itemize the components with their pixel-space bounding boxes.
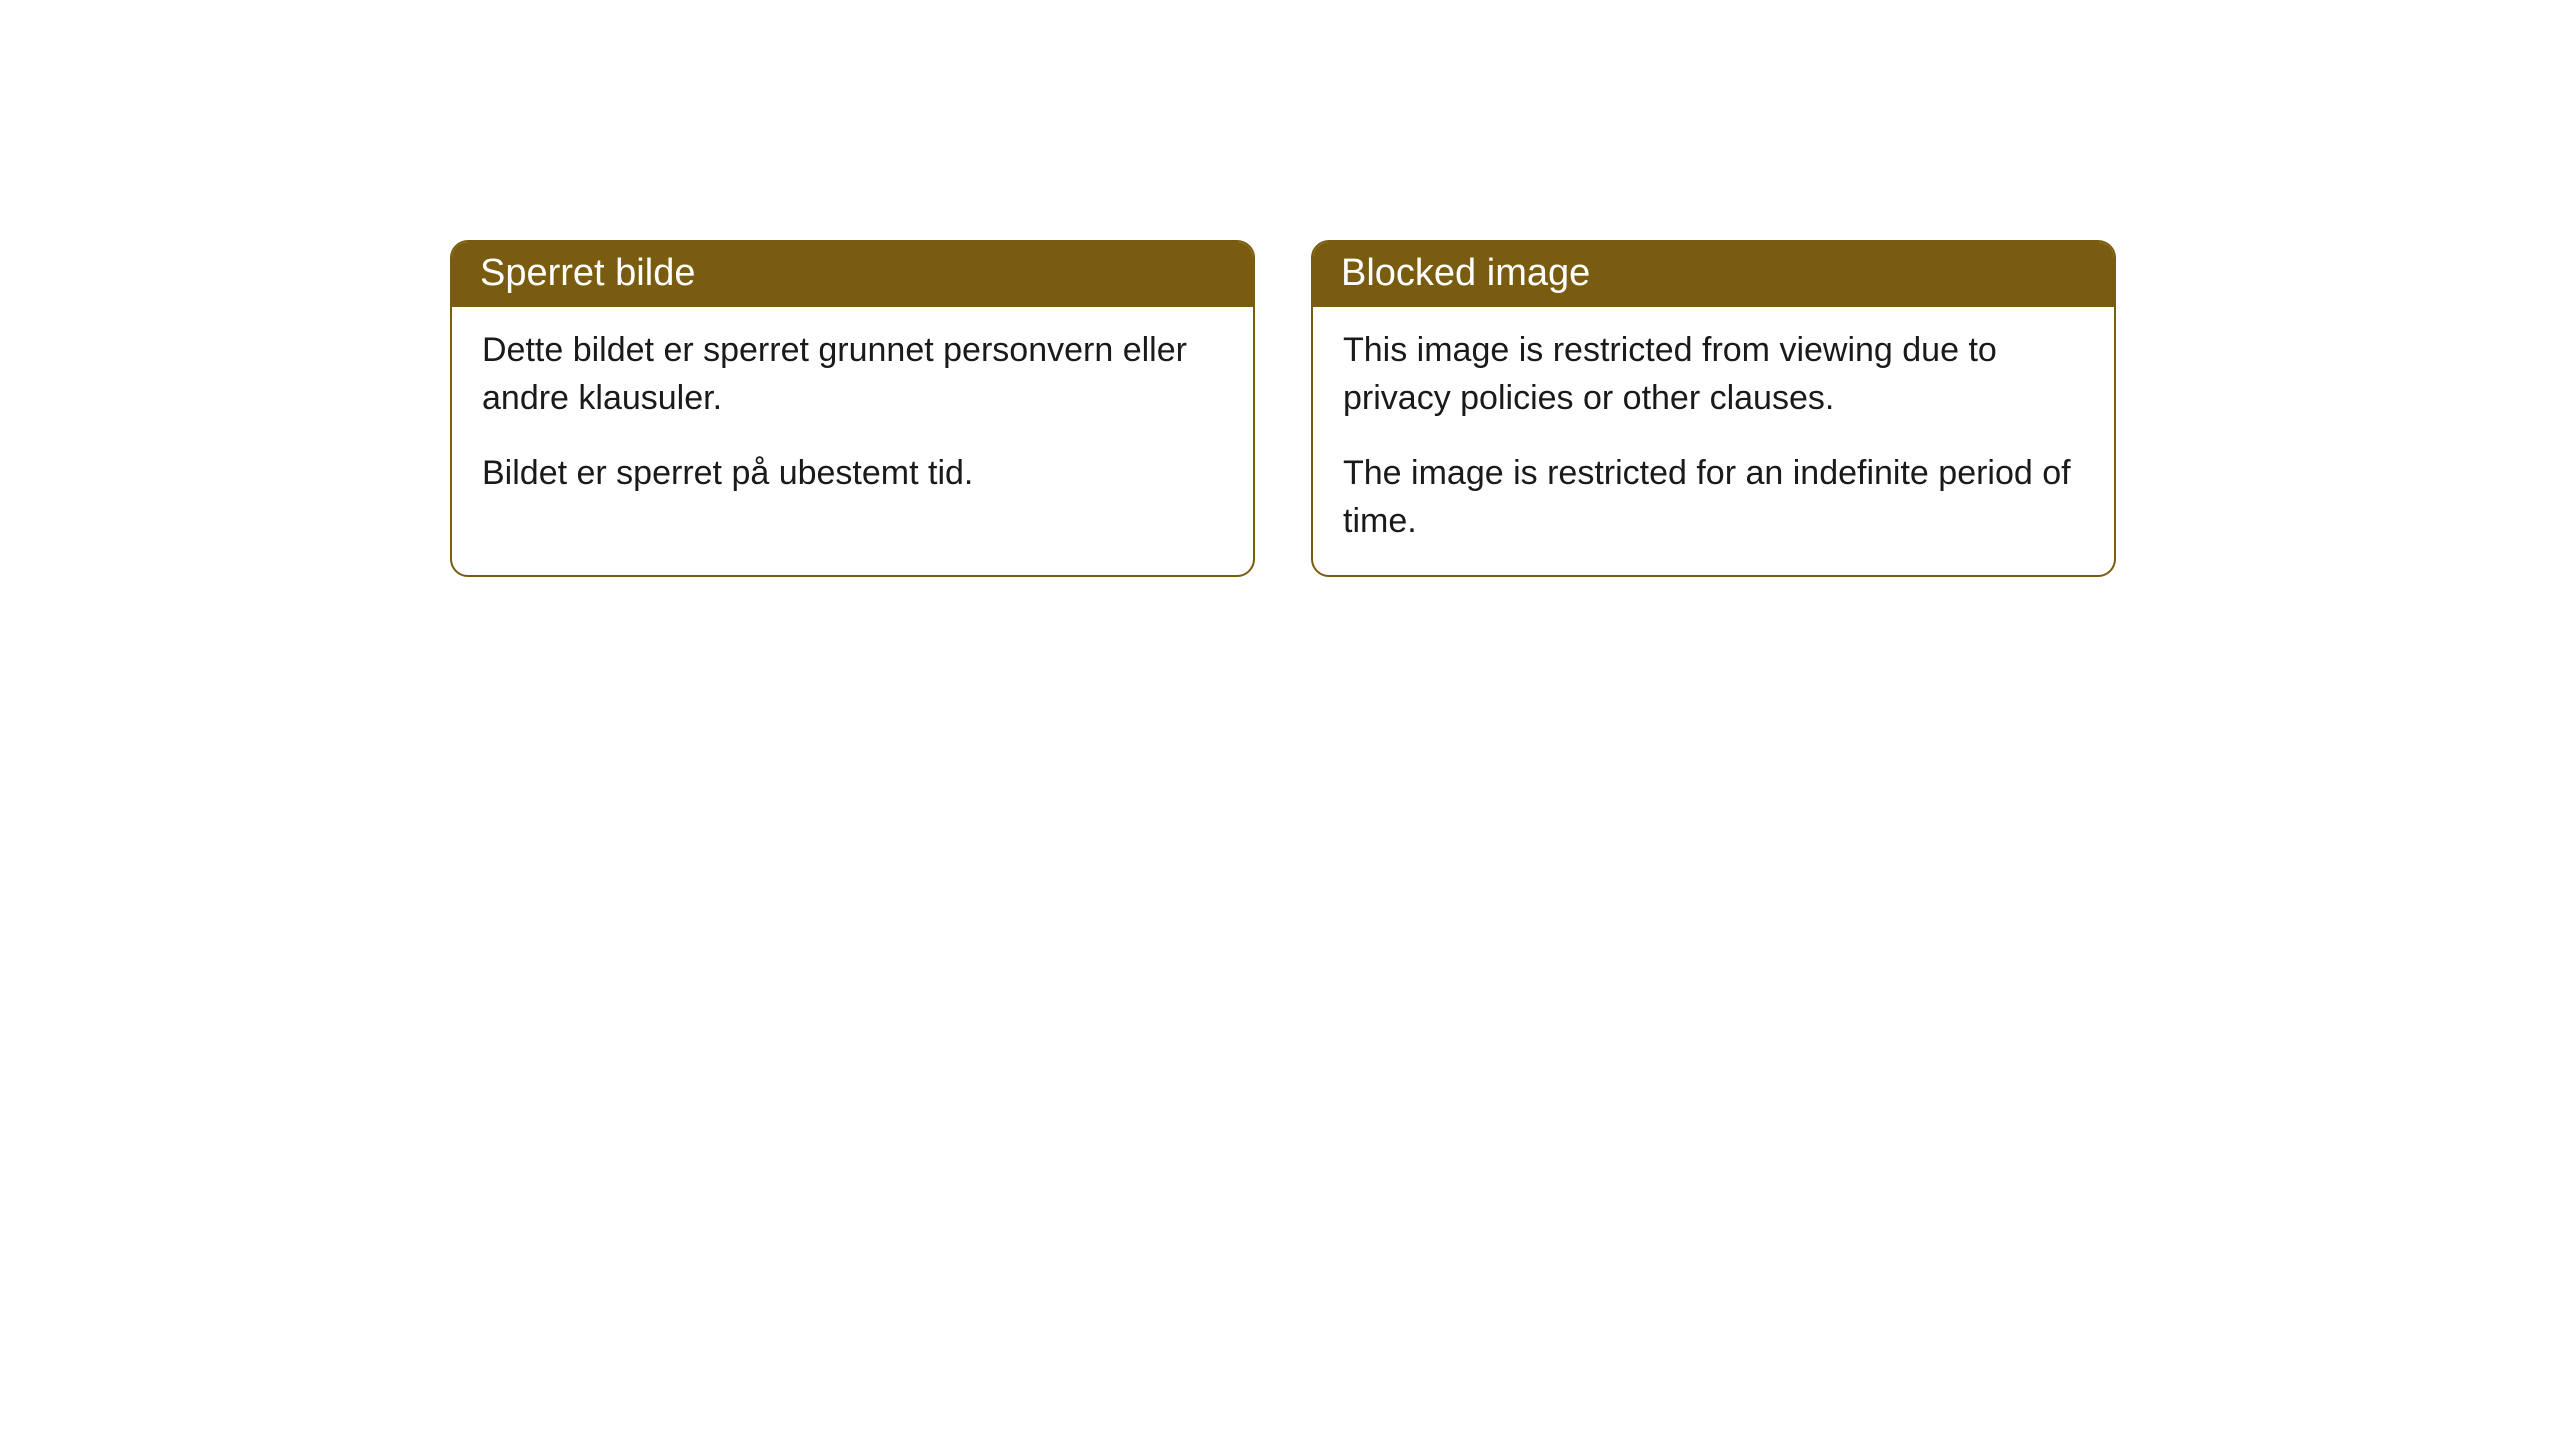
- notice-box-english: Blocked image This image is restricted f…: [1311, 240, 2116, 577]
- notice-text-p2-norwegian: Bildet er sperret på ubestemt tid.: [482, 450, 1223, 498]
- notice-container: Sperret bilde Dette bildet er sperret gr…: [0, 0, 2560, 577]
- notice-body-english: This image is restricted from viewing du…: [1313, 307, 2114, 575]
- notice-header-english: Blocked image: [1313, 242, 2114, 307]
- notice-text-p1-english: This image is restricted from viewing du…: [1343, 327, 2084, 422]
- notice-box-norwegian: Sperret bilde Dette bildet er sperret gr…: [450, 240, 1255, 577]
- notice-header-norwegian: Sperret bilde: [452, 242, 1253, 307]
- notice-text-p1-norwegian: Dette bildet er sperret grunnet personve…: [482, 327, 1223, 422]
- notice-body-norwegian: Dette bildet er sperret grunnet personve…: [452, 307, 1253, 528]
- notice-text-p2-english: The image is restricted for an indefinit…: [1343, 450, 2084, 545]
